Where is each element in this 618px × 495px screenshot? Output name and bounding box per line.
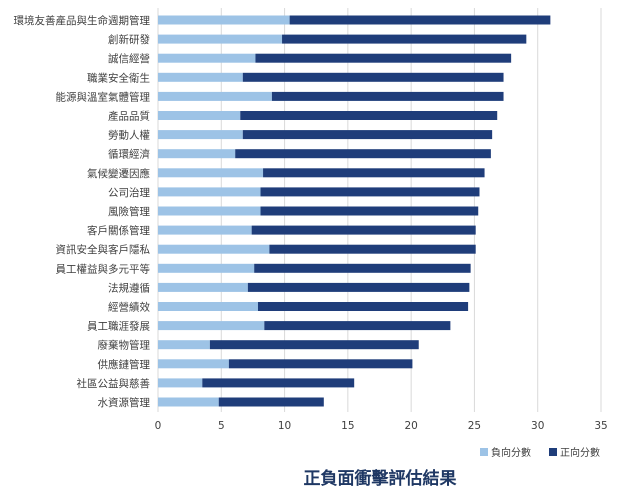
bar-negative <box>158 168 264 178</box>
bar-positive <box>263 168 485 178</box>
x-tick-label: 10 <box>278 420 291 432</box>
bar-negative <box>158 282 248 292</box>
category-label: 環境友善產品與生命週期管理 <box>14 14 151 27</box>
bar-negative <box>158 397 219 407</box>
bar-positive <box>257 302 469 311</box>
category-label: 員工職涯發展 <box>87 320 150 333</box>
bar-positive <box>254 263 471 273</box>
bar-negative <box>158 91 272 101</box>
bar-positive <box>269 244 476 254</box>
bar-positive <box>242 130 493 140</box>
category-label: 供應鏈管理 <box>98 358 151 371</box>
category-label: 產品品質 <box>108 110 150 123</box>
bar-positive <box>264 321 451 331</box>
x-tick-label: 30 <box>531 420 544 432</box>
x-tick-label: 25 <box>468 420 481 432</box>
category-label: 能源與溫室氣體管理 <box>56 90 151 103</box>
bar-positive <box>271 91 504 101</box>
category-label: 資訊安全與客戶隱私 <box>56 243 151 256</box>
bars <box>158 15 551 407</box>
bar-negative <box>158 340 210 350</box>
legend-label: 負向分數 <box>491 446 531 459</box>
category-label: 水資源管理 <box>98 396 151 409</box>
bar-negative <box>158 111 241 120</box>
bar-negative <box>158 263 255 273</box>
bar-negative <box>158 225 252 235</box>
category-label: 法規遵循 <box>108 281 150 294</box>
bar-positive <box>242 72 504 82</box>
bar-positive <box>202 378 355 388</box>
x-tick-label: 20 <box>404 420 417 432</box>
legend: 負向分數 正向分數 <box>480 446 600 459</box>
x-tick-label: 15 <box>341 420 354 432</box>
bar-negative <box>158 378 203 388</box>
x-tick-label: 0 <box>155 420 162 432</box>
category-label: 循環經濟 <box>108 148 150 161</box>
bar-negative <box>158 130 243 140</box>
category-label: 誠信經營 <box>108 52 150 65</box>
bar-positive <box>235 149 491 159</box>
bar-negative <box>158 302 258 311</box>
bar-positive <box>209 340 419 350</box>
legend-label: 正向分數 <box>560 446 600 459</box>
bar-positive <box>282 34 527 44</box>
category-label: 社區公益與慈善 <box>77 377 151 390</box>
category-labels: 環境友善產品與生命週期管理創新研發誠信經營職業安全衛生能源與溫室氣體管理產品品質… <box>14 14 151 409</box>
bar-positive <box>260 187 480 197</box>
bar-negative <box>158 34 283 44</box>
bar-positive <box>218 397 324 407</box>
bar-positive <box>240 111 498 120</box>
chart-title: 正負面衝擊評估結果 <box>304 468 457 489</box>
category-label: 經營績效 <box>108 301 150 314</box>
bar-negative <box>158 53 256 63</box>
bar-positive <box>228 359 413 369</box>
bar-negative <box>158 72 243 82</box>
bar-negative <box>158 206 261 216</box>
bar-positive <box>255 53 512 63</box>
category-label: 風險管理 <box>108 205 150 218</box>
category-label: 氣候變遷因應 <box>87 167 150 180</box>
category-label: 職業安全衛生 <box>87 71 150 84</box>
category-label: 創新研發 <box>108 33 150 46</box>
category-label: 客戶關係管理 <box>87 224 150 237</box>
x-tick-label: 35 <box>594 420 607 432</box>
bar-positive <box>289 15 551 25</box>
category-label: 公司治理 <box>108 186 150 199</box>
bar-negative <box>158 244 270 254</box>
bar-negative <box>158 321 265 331</box>
category-label: 勞動人權 <box>108 129 150 142</box>
bar-negative <box>158 15 290 25</box>
x-tick-label: 5 <box>218 420 225 432</box>
legend-swatch <box>480 448 488 456</box>
bar-negative <box>158 187 261 197</box>
legend-swatch <box>549 448 557 456</box>
category-label: 員工權益與多元平等 <box>56 262 151 275</box>
bar-negative <box>158 359 229 369</box>
category-label: 廢棄物管理 <box>98 339 151 352</box>
bar-positive <box>247 282 470 292</box>
bar-positive <box>260 206 479 216</box>
bar-positive <box>251 225 476 235</box>
bar-negative <box>158 149 236 159</box>
x-axis-ticks: 0 5 10 15 20 25 30 35 <box>155 420 608 432</box>
